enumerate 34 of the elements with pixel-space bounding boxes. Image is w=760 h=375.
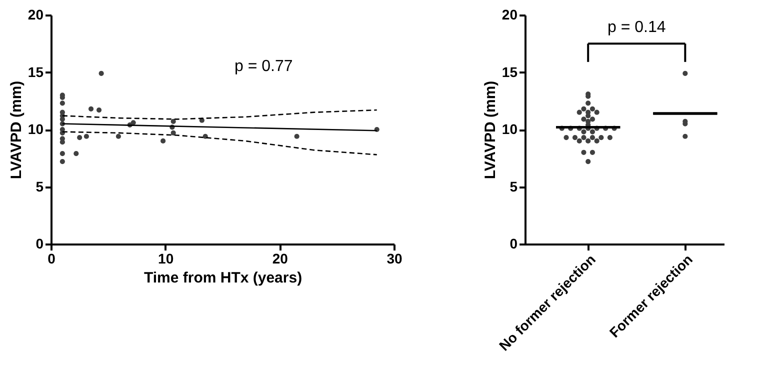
y-tick-label: 0 — [510, 236, 518, 252]
point — [160, 138, 166, 144]
y-axis-title: LVAVPD (mm) — [482, 80, 499, 180]
y-axis-title: LVAVPD (mm) — [8, 80, 25, 180]
y-tick-label: 20 — [28, 6, 44, 22]
point — [294, 134, 300, 139]
point — [77, 134, 82, 140]
point — [130, 120, 136, 126]
point — [88, 106, 94, 112]
point — [74, 151, 79, 156]
point — [170, 118, 176, 124]
x-tick-label: 10 — [158, 250, 174, 266]
point — [60, 159, 65, 164]
point — [116, 134, 122, 139]
y-tick-label: 5 — [510, 178, 518, 194]
y-tick-label: 10 — [28, 121, 44, 137]
y-tick-label: 15 — [502, 64, 518, 80]
y-tick-label: 15 — [28, 64, 44, 80]
y-tick-label: 10 — [502, 121, 518, 137]
point — [84, 134, 89, 139]
x-axis-title: Time from HTx (years) — [144, 270, 302, 286]
y-tick-label: 5 — [36, 178, 44, 194]
y-tick-label: 0 — [36, 236, 44, 252]
annotation: p = 0.77 — [234, 58, 293, 75]
annotation: p = 0.14 — [607, 19, 666, 36]
point — [60, 151, 65, 156]
point — [170, 130, 176, 136]
x-tick-label: 0 — [48, 250, 56, 266]
point — [98, 70, 104, 76]
x-tick-label: 20 — [272, 250, 288, 266]
y-tick-label: 20 — [502, 6, 518, 22]
x-tick-label: 30 — [386, 250, 402, 266]
point — [96, 107, 102, 113]
point — [60, 100, 65, 106]
